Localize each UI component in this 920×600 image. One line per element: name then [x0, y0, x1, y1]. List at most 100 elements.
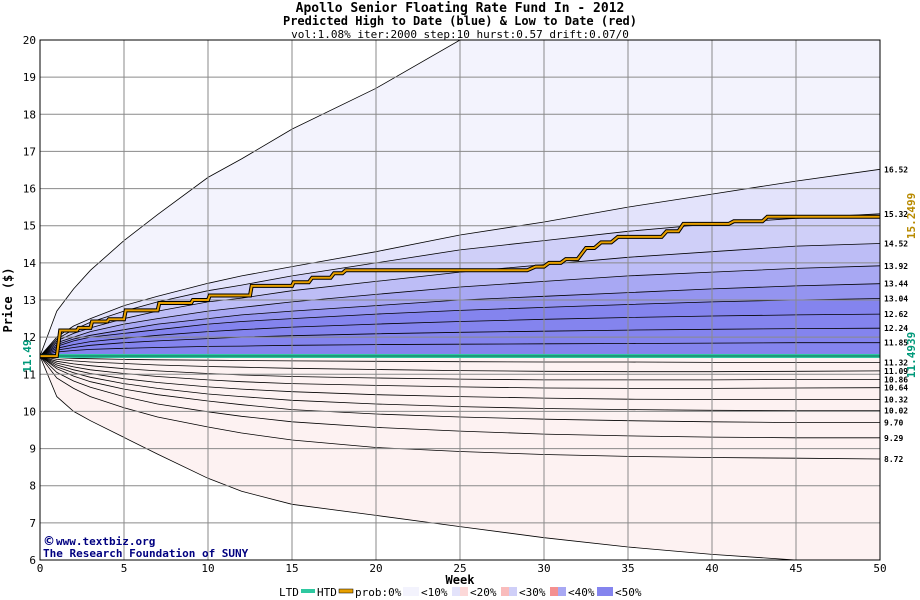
blue-boundary-10 — [39, 342, 880, 357]
x-axis-label: Week — [446, 573, 476, 587]
credit-url: www.textbiz.org — [56, 535, 155, 548]
end-label-11.09: 11.09 — [884, 367, 908, 376]
end-label-13.44: 13.44 — [884, 280, 908, 289]
y-tick-17: 17 — [23, 145, 36, 158]
end-label-10.64: 10.64 — [884, 384, 908, 393]
end-label-15.32: 15.32 — [884, 210, 908, 219]
legend-swatch-20 — [452, 587, 460, 596]
legend-ltd-swatch — [301, 589, 315, 593]
legend-swatch-40 — [550, 587, 558, 596]
red-boundary-3 — [39, 355, 880, 381]
x-tick-labels: 0 5 10 15 20 25 30 35 40 45 50 — [37, 562, 887, 575]
legend-ltd-label: LTD — [279, 586, 299, 599]
legend-item-20: <20% — [470, 586, 497, 599]
red-boundary-9 — [39, 355, 881, 460]
credit-block: © www.textbiz.org The Research Foundatio… — [43, 534, 249, 560]
chart-titles: Apollo Senior Floating Rate Fund In - 20… — [0, 2, 920, 41]
blue-boundary-8 — [39, 313, 881, 357]
end-label-10.32: 10.32 — [884, 396, 908, 405]
x-tick-35: 35 — [621, 562, 634, 575]
ltd-end-label: 11.4939 — [905, 332, 918, 378]
blue-boundary-5 — [39, 265, 881, 357]
legend: LTD HTD prob:0% <10% <20% <30% <40% <50% — [279, 586, 642, 599]
y-tick-8: 8 — [29, 480, 36, 493]
ltd-htd-lines — [40, 214, 880, 359]
legend-swatch-10 — [403, 587, 419, 596]
x-tick-30: 30 — [537, 562, 550, 575]
x-tick-10: 10 — [201, 562, 214, 575]
legend-item-10: <10% — [421, 586, 448, 599]
y-tick-13: 13 — [23, 294, 36, 307]
end-label-13.92: 13.92 — [884, 262, 908, 271]
red-boundary-5 — [39, 355, 880, 400]
legend-item-40: <40% — [568, 586, 595, 599]
y-tick-10: 10 — [23, 405, 36, 418]
x-tick-0: 0 — [37, 562, 44, 575]
legend-htd-swatch — [338, 588, 354, 594]
y-tick-19: 19 — [23, 71, 36, 84]
red-boundary-1 — [39, 355, 880, 363]
x-tick-40: 40 — [705, 562, 718, 575]
chart-params: vol:1.08% iter:2000 step:10 hurst:0.57 d… — [291, 28, 629, 41]
credit-org: The Research Foundation of SUNY — [43, 547, 249, 560]
end-label-10.02: 10.02 — [884, 407, 908, 416]
y-tick-18: 18 — [23, 108, 36, 121]
y-tick-7: 7 — [29, 517, 36, 530]
end-label-8.72: 8.72 — [884, 455, 903, 464]
y-tick-16: 16 — [23, 183, 36, 196]
y-tick-9: 9 — [29, 443, 36, 456]
blue-boundary-2 — [39, 168, 881, 357]
end-label-9.29: 9.29 — [884, 434, 903, 443]
red-boundary-6 — [39, 355, 880, 412]
legend-item-50: <50% — [615, 586, 642, 599]
blue-boundary-4 — [39, 243, 881, 357]
y-tick-11: 11 — [23, 368, 36, 381]
end-label-11.32: 11.32 — [884, 358, 908, 367]
end-label-10.86: 10.86 — [884, 375, 908, 384]
chart-title: Apollo Senior Floating Rate Fund In - 20… — [295, 1, 625, 16]
copyright-symbol: © — [43, 534, 55, 548]
end-label-12.62: 12.62 — [884, 310, 908, 319]
y-axis-label: Price ($) — [1, 267, 15, 332]
y-tick-6: 6 — [29, 554, 36, 567]
red-boundary-10 — [39, 355, 880, 561]
legend-swatch-50 — [597, 587, 613, 596]
x-tick-15: 15 — [285, 562, 298, 575]
legend-htd-label: HTD — [317, 586, 337, 599]
red-boundary-2 — [39, 355, 881, 373]
x-tick-25: 25 — [453, 562, 466, 575]
end-label-12.24: 12.24 — [884, 324, 908, 333]
legend-item-30: <30% — [519, 586, 546, 599]
blue-boundary-9 — [39, 327, 881, 357]
htd-end-label: 15.2499 — [905, 193, 918, 239]
red-boundary-7 — [39, 355, 880, 424]
x-tick-5: 5 — [121, 562, 128, 575]
plot-frame — [39, 39, 881, 561]
y-tick-20: 20 — [23, 34, 36, 47]
x-tick-20: 20 — [369, 562, 382, 575]
band-end-labels: 16.52 15.32 14.52 13.92 13.44 13.04 12.62 12.24… — [884, 165, 908, 464]
x-tick-50: 50 — [873, 562, 886, 575]
red-boundary-8 — [39, 355, 880, 439]
legend-swatch-30b — [509, 587, 517, 596]
start-price-label: 11.49 — [21, 339, 34, 372]
chart-subtitle: Predicted High to Date (blue) & Low to D… — [282, 14, 637, 28]
htd-line — [40, 215, 880, 358]
legend-swatch-20r — [460, 587, 468, 596]
y-tick-labels: 6 7 8 9 10 11 12 13 14 15 16 17 18 19 20 — [23, 34, 37, 567]
end-label-13.04: 13.04 — [884, 295, 908, 304]
y-tick-14: 14 — [23, 257, 37, 270]
y-tick-15: 15 — [23, 220, 36, 233]
y-tick-12: 12 — [23, 331, 36, 344]
red-boundary-4 — [39, 355, 881, 389]
end-label-16.52: 16.52 — [884, 165, 908, 174]
legend-prob-label: prob:0% — [355, 586, 402, 599]
legend-swatch-40b — [558, 587, 566, 596]
end-label-9.70: 9.70 — [884, 419, 903, 428]
end-label-11.85: 11.85 — [884, 339, 908, 348]
legend-swatch-30 — [501, 587, 509, 596]
x-tick-45: 45 — [789, 562, 802, 575]
blue-boundary-7 — [39, 298, 881, 357]
end-label-14.52: 14.52 — [884, 240, 908, 249]
